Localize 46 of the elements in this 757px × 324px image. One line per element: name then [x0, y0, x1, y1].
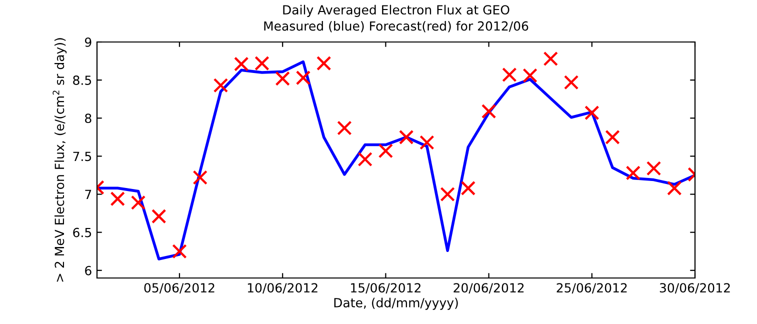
point [440, 186, 455, 202]
point [584, 105, 600, 120]
point [646, 161, 662, 176]
point [192, 170, 208, 185]
y-tick-label: 9 [84, 37, 92, 47]
point [254, 56, 270, 71]
point [275, 71, 290, 86]
point [522, 68, 538, 83]
x-tick-label: 20/06/2012 [454, 283, 524, 294]
point [296, 70, 311, 86]
point [337, 120, 352, 136]
point [316, 56, 332, 71]
point [358, 152, 372, 167]
point [152, 208, 166, 224]
x-tick-label: 10/06/2012 [248, 283, 318, 294]
y-tick-label: 7.5 [73, 152, 92, 162]
x-axis-title: Date, (dd/mm/yyyy) [334, 298, 458, 310]
point [378, 144, 394, 158]
point [172, 244, 187, 259]
chart-title: Daily Averaged Electron Flux at GEO [283, 4, 510, 17]
point [667, 180, 682, 196]
point [605, 130, 620, 145]
y-tick-label: 6 [85, 266, 92, 276]
x-tick-label: 25/06/2012 [556, 283, 627, 294]
point [460, 180, 476, 196]
point [502, 67, 517, 82]
line-series [97, 60, 695, 260]
point [398, 130, 414, 145]
point [626, 166, 640, 180]
point [130, 195, 146, 210]
point [420, 135, 434, 150]
x-tick-label: 05/06/2012 [144, 283, 214, 294]
y-axis-title: > 2 MeV Electron Flux, (e/(cm$^{2}$ sr day)) [52, 38, 67, 282]
point [481, 104, 496, 119]
point [234, 56, 249, 72]
chart-subtitle: Measured (blue) Forecast(red) for 2012/06 [264, 21, 528, 32]
point [564, 74, 579, 90]
y-tick-label: 6.5 [73, 228, 92, 238]
y-tick-label: 8 [85, 114, 92, 124]
point [213, 78, 228, 93]
point [543, 51, 558, 66]
x-tick-label: 15/06/2012 [351, 283, 420, 294]
point [110, 191, 125, 206]
y-tick-label: 8.5 [73, 76, 92, 85]
x-tick-label: 30/06/2012 [660, 283, 730, 294]
y-tick-label: 7 [85, 190, 92, 200]
